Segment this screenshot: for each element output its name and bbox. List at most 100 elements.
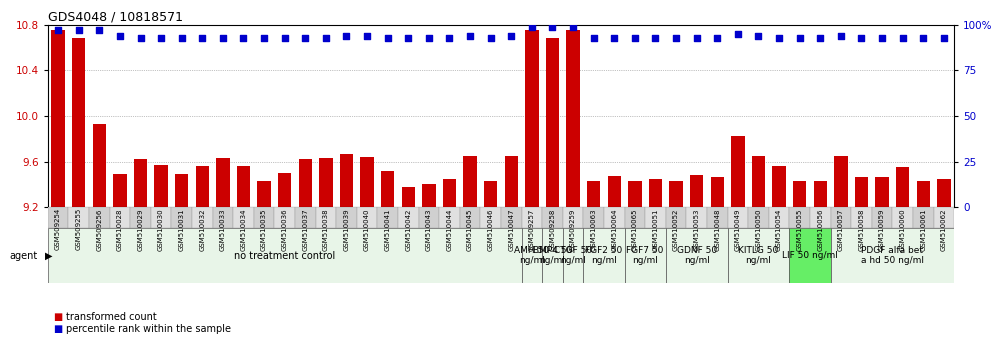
Bar <box>686 207 707 228</box>
Text: GSM510029: GSM510029 <box>137 208 143 251</box>
Point <box>71 27 87 33</box>
Bar <box>72 39 86 207</box>
Bar <box>790 228 831 283</box>
Point <box>194 35 210 40</box>
Text: ▶: ▶ <box>45 251 53 261</box>
Point <box>379 35 395 40</box>
Text: GSM510036: GSM510036 <box>282 208 288 251</box>
Bar <box>295 207 316 228</box>
Text: ■: ■ <box>53 324 62 334</box>
Bar <box>896 167 909 207</box>
Bar <box>316 207 337 228</box>
Text: GSM510058: GSM510058 <box>859 208 865 251</box>
Bar <box>381 171 394 207</box>
Text: GSM510062: GSM510062 <box>941 208 947 251</box>
Bar <box>237 166 250 207</box>
Point <box>483 35 499 40</box>
Bar <box>377 207 398 228</box>
Point <box>751 33 767 39</box>
Text: GSM510041: GSM510041 <box>384 208 390 251</box>
Text: GSM510060: GSM510060 <box>899 208 905 251</box>
Text: GSM509256: GSM509256 <box>97 208 103 251</box>
Point <box>874 35 890 40</box>
Point <box>854 35 870 40</box>
Bar <box>257 181 271 207</box>
Point <box>360 33 375 39</box>
Text: GSM510054: GSM510054 <box>776 208 782 251</box>
Text: BMP4 50
ng/ml: BMP4 50 ng/ml <box>533 246 572 266</box>
Point <box>132 35 148 40</box>
Text: GSM510045: GSM510045 <box>467 208 473 251</box>
Text: GSM510034: GSM510034 <box>240 208 246 251</box>
Text: KITLG 50
ng/ml: KITLG 50 ng/ml <box>738 246 779 266</box>
Text: agent: agent <box>10 251 38 261</box>
Point <box>277 35 293 40</box>
Text: LIF 50 ng/ml: LIF 50 ng/ml <box>782 251 838 260</box>
Bar <box>319 158 333 207</box>
Point <box>565 24 581 29</box>
Bar <box>525 30 539 207</box>
Text: GSM509254: GSM509254 <box>55 208 61 250</box>
Bar <box>793 181 807 207</box>
Point <box>92 27 108 33</box>
Point <box>235 35 251 40</box>
Text: GSM510053: GSM510053 <box>693 208 699 251</box>
Text: GSM510035: GSM510035 <box>261 208 267 251</box>
Text: GSM510028: GSM510028 <box>117 208 123 251</box>
Bar <box>584 228 624 283</box>
Bar <box>422 184 435 207</box>
Bar <box>648 179 662 207</box>
Point <box>730 31 746 37</box>
Bar <box>587 181 601 207</box>
Bar <box>835 156 848 207</box>
Point <box>771 35 787 40</box>
Text: GSM510037: GSM510037 <box>303 208 309 251</box>
Text: GSM510065: GSM510065 <box>631 208 637 251</box>
Bar <box>114 174 126 207</box>
Point <box>215 35 231 40</box>
Text: GSM509257: GSM509257 <box>529 208 535 251</box>
Bar <box>401 187 415 207</box>
Point <box>792 35 808 40</box>
Bar <box>130 207 150 228</box>
Bar <box>133 159 147 207</box>
Bar <box>52 30 65 207</box>
Text: GSM510055: GSM510055 <box>797 208 803 251</box>
Point <box>647 35 663 40</box>
Point <box>462 33 478 39</box>
Bar <box>439 207 460 228</box>
Text: GSM510032: GSM510032 <box>199 208 205 251</box>
Point <box>173 35 189 40</box>
Bar <box>254 207 275 228</box>
Bar <box>463 156 477 207</box>
Bar <box>669 181 683 207</box>
Bar <box>212 207 233 228</box>
Text: GSM510030: GSM510030 <box>158 208 164 251</box>
Bar <box>361 157 374 207</box>
Text: GSM510057: GSM510057 <box>838 208 844 251</box>
Bar <box>546 39 559 207</box>
Text: GSM509259: GSM509259 <box>570 208 576 251</box>
Point <box>688 35 704 40</box>
Point <box>626 35 642 40</box>
Point <box>256 35 272 40</box>
Bar <box>175 174 188 207</box>
Bar <box>731 136 745 207</box>
Bar <box>937 179 950 207</box>
Bar <box>542 207 563 228</box>
Bar <box>195 166 209 207</box>
Text: GSM510046: GSM510046 <box>488 208 494 251</box>
Bar <box>933 207 954 228</box>
Bar <box>665 228 727 283</box>
Text: GSM510049: GSM510049 <box>735 208 741 251</box>
Point <box>894 35 910 40</box>
Bar <box>443 179 456 207</box>
Bar <box>710 177 724 207</box>
Point <box>813 35 829 40</box>
Text: transformed count: transformed count <box>66 312 156 322</box>
Bar <box>852 207 872 228</box>
Bar <box>505 156 518 207</box>
Bar <box>398 207 418 228</box>
Text: GSM509255: GSM509255 <box>76 208 82 250</box>
Bar <box>337 207 357 228</box>
